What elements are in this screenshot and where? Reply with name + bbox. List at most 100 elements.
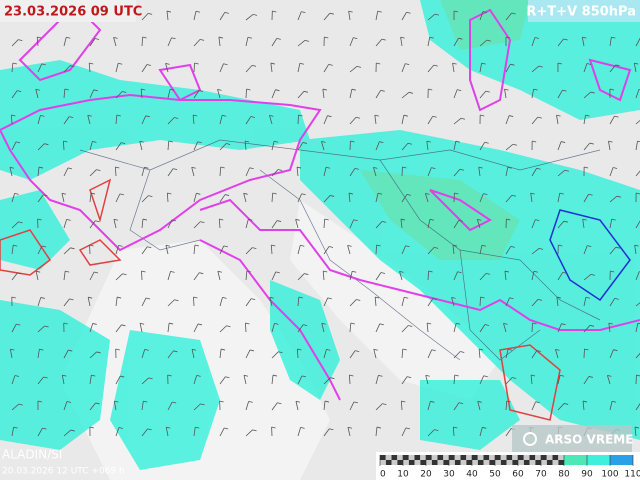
wind-barb: [531, 219, 536, 229]
wind-barb-flag: [429, 218, 435, 221]
wind-barb: [193, 39, 201, 47]
wind-barb-flag: [243, 192, 248, 195]
wind-barb-flag: [224, 427, 229, 430]
wind-barb-flag: [191, 166, 196, 169]
wind-barb-flag: [478, 166, 483, 169]
wind-barb-flag: [352, 270, 357, 273]
wind-barb: [347, 427, 351, 437]
wind-barb-flag: [532, 140, 537, 143]
wind-barb-flag: [143, 400, 148, 403]
wind-barb: [139, 323, 143, 333]
wind-barb-flag: [453, 426, 458, 429]
wind-barb: [63, 271, 66, 281]
wind-barb-flag: [355, 116, 361, 119]
wind-barb-flag: [376, 62, 381, 65]
scale-cell: [449, 455, 455, 460]
wind-barb: [11, 90, 18, 99]
wind-barb-flag: [248, 401, 253, 403]
wind-barb: [608, 323, 611, 333]
wind-barb-flag: [193, 114, 198, 117]
model-name: ALADIN/SI: [2, 448, 62, 462]
product-box: [528, 0, 640, 22]
wind-barb: [245, 298, 252, 307]
wind-barb: [141, 219, 144, 229]
wind-barb-flag: [295, 400, 301, 403]
wind-barb-flag: [115, 166, 120, 169]
wind-barb: [505, 297, 510, 307]
wind-barb: [219, 245, 225, 255]
wind-barb-flag: [511, 12, 516, 15]
wind-barb: [11, 403, 20, 411]
wind-barb-flag: [37, 36, 42, 39]
wind-barb-flag: [452, 244, 458, 247]
wind-barb: [271, 192, 274, 203]
wind-barb-flag: [460, 351, 465, 353]
wind-barb-flag: [172, 401, 177, 404]
wind-barb: [583, 194, 589, 203]
wind-barb: [375, 193, 379, 203]
wind-barb-flag: [13, 426, 18, 429]
wind-barb-flag: [171, 219, 176, 222]
wind-barb: [531, 322, 533, 333]
wind-barb-flag: [170, 88, 175, 91]
wind-barb-flag: [382, 221, 387, 223]
scale-label: 0: [380, 470, 386, 480]
wind-barb: [245, 167, 251, 177]
wind-barb-flag: [165, 244, 170, 247]
wind-barb: [479, 39, 488, 47]
wind-barb-flag: [148, 377, 153, 380]
wind-barb: [245, 247, 253, 255]
scale-cell: [500, 455, 507, 460]
scale-cell: [466, 460, 472, 465]
wind-barb-flag: [119, 193, 124, 196]
wind-barb: [451, 297, 455, 307]
wind-barb-flag: [563, 38, 568, 41]
wind-barb: [63, 349, 69, 359]
wind-barb: [375, 221, 383, 229]
wind-barb: [583, 274, 592, 281]
wind-barb-flag: [403, 114, 408, 117]
wind-barb-flag: [589, 324, 595, 327]
scale-cell: [403, 460, 409, 465]
wind-barb: [167, 323, 170, 333]
scale-cell: [489, 460, 495, 465]
wind-barb: [608, 141, 611, 151]
wind-barb-flag: [165, 62, 170, 65]
wind-barb: [453, 374, 456, 385]
wind-barb: [401, 12, 407, 21]
wind-barb-flag: [16, 323, 21, 326]
wind-barb: [583, 142, 591, 151]
wind-barb-flag: [457, 89, 462, 91]
wind-barb-flag: [92, 140, 97, 143]
wind-barb-flag: [504, 88, 509, 91]
wind-barb-flag: [195, 426, 200, 429]
wind-barb-flag: [481, 244, 487, 247]
wind-barb: [401, 91, 410, 99]
wind-barb: [503, 323, 507, 333]
wind-barb-flag: [245, 322, 250, 325]
wind-barb: [401, 427, 407, 437]
wind-barb: [63, 401, 68, 411]
wind-barb: [401, 143, 409, 151]
wind-barb: [427, 429, 435, 437]
scale-cell: [477, 460, 484, 465]
wind-barb-flag: [247, 36, 253, 39]
wind-barb: [115, 114, 118, 125]
wind-barb: [581, 37, 585, 47]
scale-label: 10: [397, 470, 409, 480]
wind-barb: [634, 245, 637, 255]
wind-barb: [11, 245, 14, 255]
wind-barb: [635, 323, 639, 333]
wind-barb: [192, 115, 195, 125]
wind-barb: [217, 89, 221, 99]
wind-barb-flag: [561, 141, 566, 143]
wind-barb-flag: [200, 221, 205, 224]
wind-barb-flag: [198, 90, 204, 92]
wind-barb: [477, 401, 481, 411]
wind-barb-flag: [243, 374, 249, 377]
wind-barb: [165, 245, 169, 255]
wind-barb-flag: [35, 88, 40, 91]
wind-barb-flag: [148, 195, 153, 198]
wind-barb-flag: [11, 296, 16, 299]
wind-barb: [193, 221, 201, 229]
